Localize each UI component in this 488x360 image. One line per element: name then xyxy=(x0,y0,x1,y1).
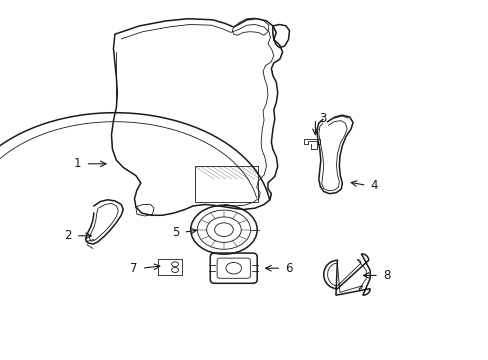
Text: 6: 6 xyxy=(285,262,292,275)
Text: 2: 2 xyxy=(64,229,72,242)
Text: 4: 4 xyxy=(370,179,377,192)
Text: 1: 1 xyxy=(74,157,81,170)
Text: 5: 5 xyxy=(172,226,179,239)
Text: 8: 8 xyxy=(382,269,389,282)
Text: 7: 7 xyxy=(130,262,138,275)
Text: 3: 3 xyxy=(319,112,326,125)
